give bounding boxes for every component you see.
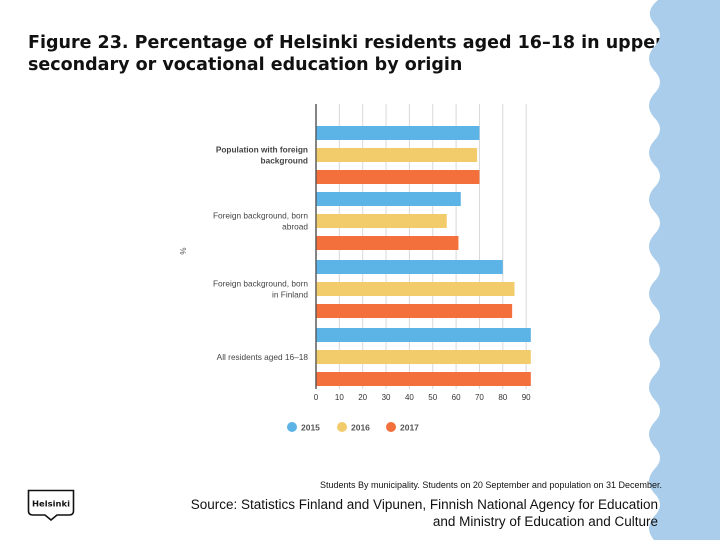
bar	[316, 236, 459, 250]
bar	[316, 214, 447, 228]
svg-text:Helsinki: Helsinki	[32, 499, 70, 509]
category-label: Population with foreign	[216, 145, 308, 155]
x-tick-label: 70	[475, 393, 484, 402]
legend-marker	[337, 422, 347, 432]
x-tick-label: 10	[335, 393, 344, 402]
bar	[316, 282, 515, 296]
chart-title: Figure 23. Percentage of Helsinki reside…	[28, 33, 664, 75]
legend-marker	[287, 422, 297, 432]
bar	[316, 328, 531, 342]
bar	[316, 148, 478, 162]
category-label: abroad	[282, 222, 308, 232]
source-line-2: and Ministry of Education and Culture	[432, 514, 658, 529]
category-label: in Finland	[272, 290, 308, 300]
x-tick-label: 40	[405, 393, 414, 402]
x-tick-label: 50	[428, 393, 437, 402]
source-line-1: Source: Statistics Finland and Vipunen, …	[190, 497, 658, 512]
chart-footnote: Students By municipality. Students on 20…	[319, 480, 662, 490]
x-tick-label: 0	[314, 393, 319, 402]
category-label: All residents aged 16–18	[217, 352, 309, 362]
bar	[316, 126, 480, 140]
x-tick-label: 90	[522, 393, 531, 402]
bar	[316, 304, 513, 318]
bar	[316, 350, 531, 364]
legend-marker	[386, 422, 396, 432]
category-label: Foreign background, born	[213, 211, 308, 221]
y-axis-label: %	[179, 247, 188, 254]
category-label: Foreign background, born	[213, 279, 308, 289]
helsinki-logo: Helsinki	[27, 489, 75, 521]
legend-label: 2016	[351, 423, 370, 433]
x-tick-label: 30	[382, 393, 391, 402]
legend-label: 2015	[301, 423, 320, 433]
legend-label: 2017	[400, 423, 419, 433]
source-note: Source: Statistics Finland and Vipunen, …	[160, 496, 658, 530]
bar	[316, 260, 503, 274]
x-tick-label: 60	[452, 393, 461, 402]
category-label: background	[261, 156, 308, 166]
x-tick-label: 80	[498, 393, 507, 402]
bar	[316, 192, 461, 206]
x-tick-label: 20	[358, 393, 367, 402]
decorative-wave-border	[649, 0, 720, 540]
bar	[316, 372, 531, 386]
bar	[316, 170, 480, 184]
